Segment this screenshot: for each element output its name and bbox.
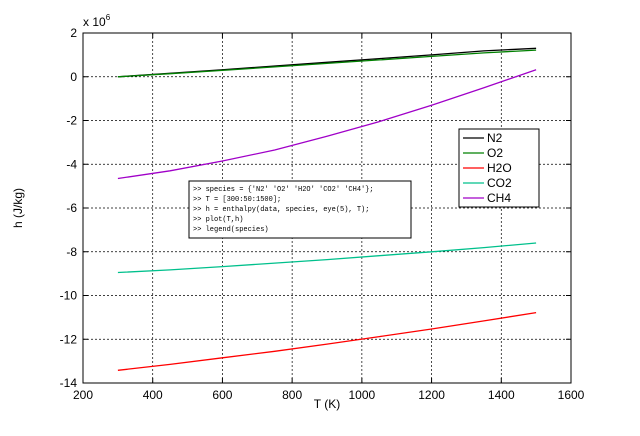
- annotation-line: >> plot(T,h): [193, 216, 243, 224]
- y-multiplier-exponent: 6: [106, 13, 111, 22]
- series-line-h2o: [117, 311, 537, 371]
- legend-label-co2: CO2: [487, 176, 512, 190]
- x-tick-label: 1600: [558, 388, 585, 402]
- x-tick-label: 1000: [349, 388, 376, 402]
- command-annotation: >> species = {'N2' 'O2' 'H2O' 'CO2' 'CH4…: [188, 180, 412, 239]
- x-tick-label: 1400: [488, 388, 515, 402]
- series-line-o2: [117, 49, 537, 78]
- y-tick-label: 0: [70, 70, 77, 84]
- y-tick-label: -4: [66, 157, 77, 171]
- y-tick-label: -12: [60, 332, 78, 346]
- y-tick-label: -6: [66, 201, 77, 215]
- y-multiplier: x 106: [83, 13, 111, 29]
- annotation-line: >> h = enthalpy(data, species, eye(5), T…: [193, 206, 369, 214]
- annotation-line: >> species = {'N2' 'O2' 'H2O' 'CO2' 'CH4…: [193, 186, 374, 194]
- x-tick-label: 400: [143, 388, 163, 402]
- x-tick-label: 800: [282, 388, 302, 402]
- y-axis-label: h (J/kg): [11, 188, 25, 228]
- legend-label-o2: O2: [487, 146, 503, 160]
- x-axis-label: T (K): [314, 397, 340, 411]
- x-tick-label: 600: [212, 388, 232, 402]
- legend-label-ch4: CH4: [487, 191, 511, 205]
- legend-label-h2o: H2O: [487, 161, 512, 175]
- y-tick-label: -10: [60, 289, 78, 303]
- y-tick-label: -2: [66, 114, 77, 128]
- series-line-ch4: [117, 69, 537, 180]
- x-tick-label: 200: [73, 388, 93, 402]
- y-tick-label: 2: [70, 26, 77, 40]
- x-tick-label: 1200: [418, 388, 445, 402]
- annotation-lines: >> species = {'N2' 'O2' 'H2O' 'CO2' 'CH4…: [193, 186, 374, 234]
- y-tick-label: -14: [60, 376, 78, 390]
- annotation-line: >> T = [300:50:1500];: [193, 196, 281, 204]
- ticks: 200 400 600 800 1000 1200 1400 1600 -14 -12 -10 -8 -…: [60, 26, 585, 402]
- series-line-co2: [117, 242, 537, 274]
- annotation-box: [188, 180, 412, 239]
- y-multiplier-base: x 10: [83, 15, 106, 29]
- annotation-line: >> legend(species): [193, 226, 269, 234]
- y-tick-label: -8: [66, 245, 77, 259]
- legend-label-n2: N2: [487, 131, 503, 145]
- series: [117, 47, 537, 371]
